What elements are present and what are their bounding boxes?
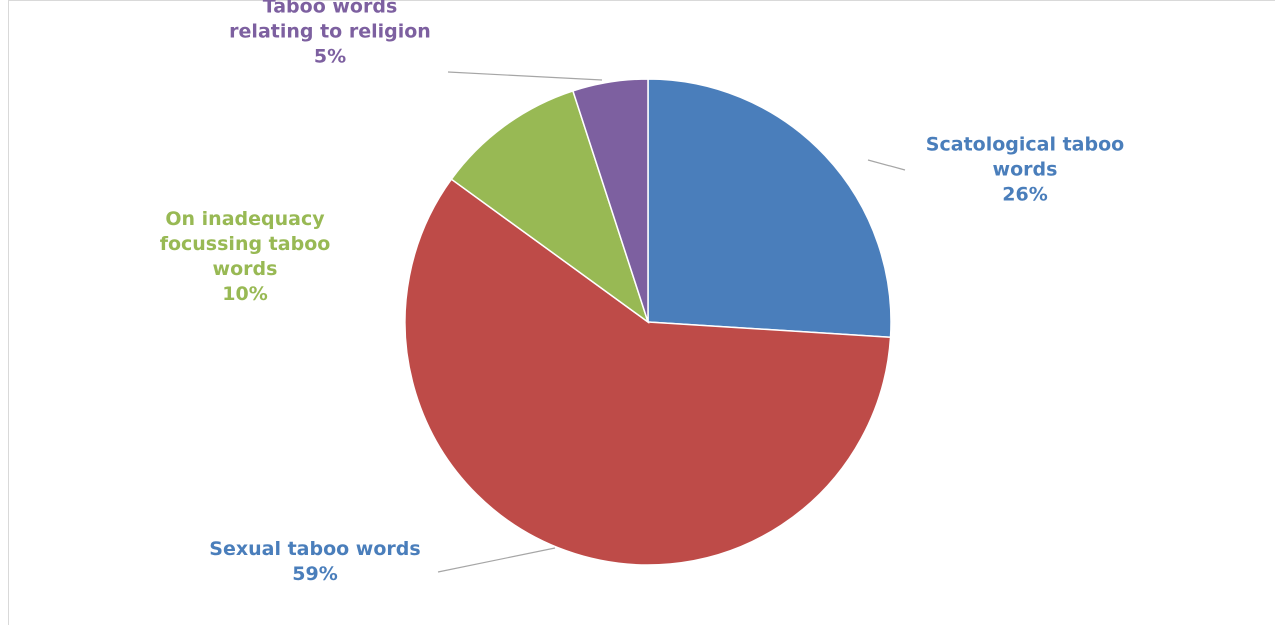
slice-category-label: relating to religion (229, 21, 431, 43)
leader-line (867, 159, 906, 171)
leader-line (447, 71, 603, 81)
slice-category-label: Sexual taboo words (209, 538, 420, 560)
pie-slice (404, 178, 892, 566)
slice-percent-label: 5% (314, 46, 346, 68)
pie-slice (450, 89, 650, 324)
chart-frame (8, 0, 1275, 625)
slice-category-label: words (213, 258, 278, 280)
slice-percent-label: 59% (292, 563, 337, 585)
pie-slice (647, 78, 892, 339)
slice-category-label: words (993, 159, 1058, 181)
slice-percent-label: 26% (1002, 184, 1047, 206)
slice-percent-label: 10% (222, 283, 267, 305)
slice-category-label: On inadequacy (165, 208, 325, 230)
slice-category-label: Taboo words (263, 0, 398, 18)
pie-slice (571, 78, 649, 323)
slice-category-label: focussing taboo (160, 233, 331, 255)
leader-line (437, 547, 556, 573)
slice-category-label: Scatological taboo (926, 134, 1124, 156)
